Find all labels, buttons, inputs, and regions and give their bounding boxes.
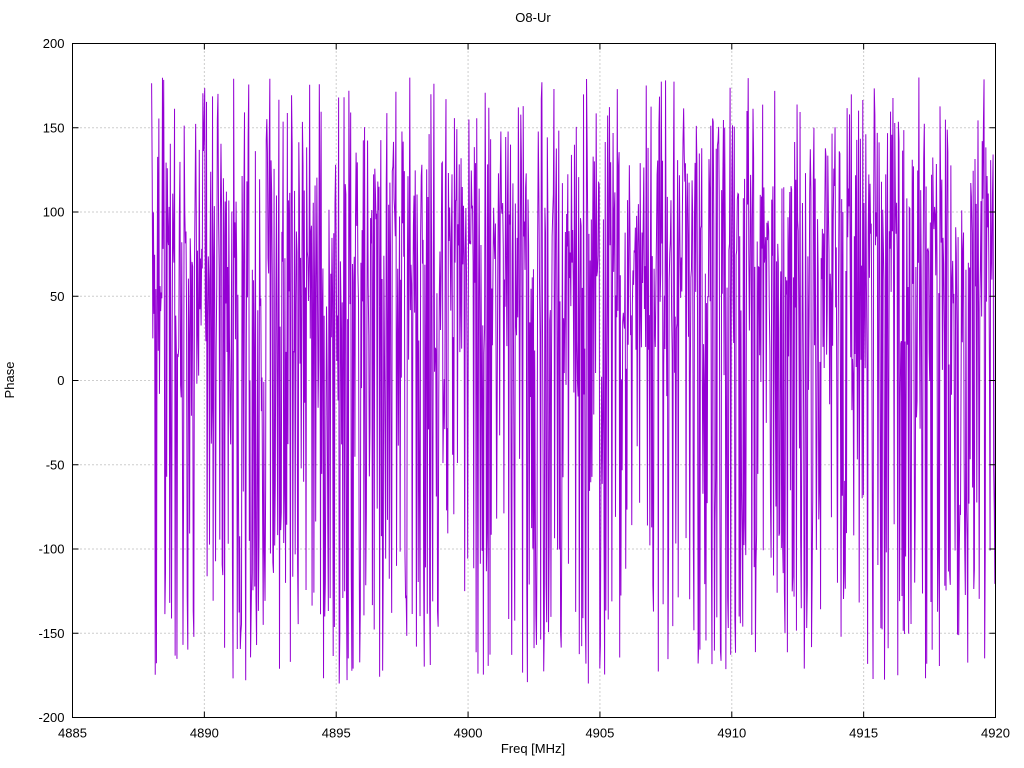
x-tick-label: 4920 <box>981 726 1010 741</box>
chart-title: O8-Ur <box>515 10 551 25</box>
x-tick-label: 4915 <box>849 726 878 741</box>
y-tick-label: 100 <box>43 205 65 220</box>
y-tick-label: -50 <box>46 457 65 472</box>
x-tick-label: 4910 <box>717 726 746 741</box>
y-tick-label: -150 <box>38 626 64 641</box>
x-tick-label: 4890 <box>190 726 219 741</box>
x-tick-label: 4900 <box>454 726 483 741</box>
y-tick-label: 50 <box>50 289 64 304</box>
x-tick-label: 4885 <box>58 726 87 741</box>
phase-series-line <box>151 77 996 684</box>
x-tick-label: 4895 <box>322 726 351 741</box>
plot-border <box>72 43 996 718</box>
data-series <box>151 77 996 684</box>
y-tick-label: -200 <box>38 710 64 725</box>
y-tick-label: 0 <box>57 373 64 388</box>
y-tick-label: 200 <box>43 36 65 51</box>
x-tick-label: 4905 <box>585 726 614 741</box>
x-axis-label: Freq [MHz] <box>501 741 565 756</box>
y-tick-label: 150 <box>43 120 65 135</box>
tick-labels: 4885 4890 4895 4900 4905 4910 4915 4920 -200 -150… <box>38 36 1009 741</box>
y-tick-label: -100 <box>38 542 64 557</box>
y-axis-label: Phase <box>2 362 17 399</box>
